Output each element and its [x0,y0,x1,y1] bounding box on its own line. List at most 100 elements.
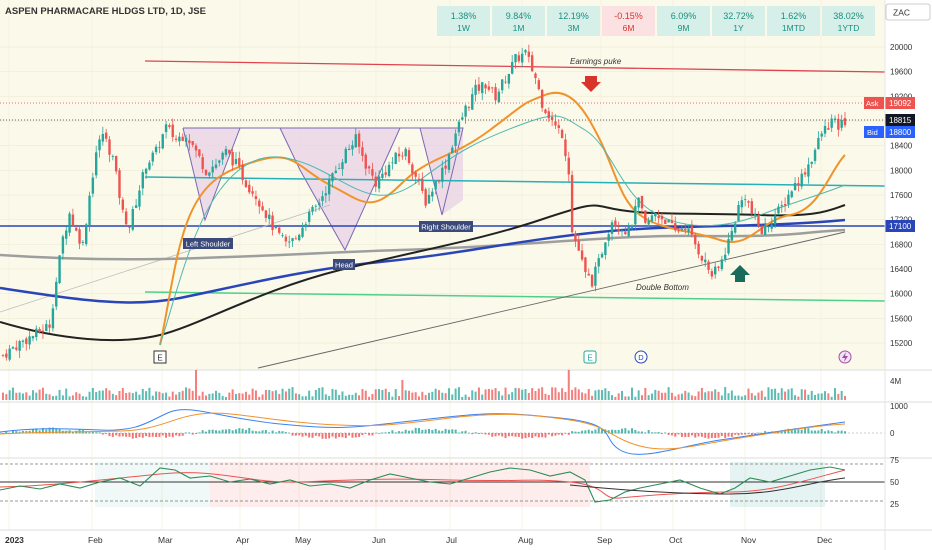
candle [231,148,234,171]
volume-bar [714,389,717,400]
candle [78,226,81,250]
volume-bar [447,388,450,400]
macd-hist-bar [224,429,227,434]
macd-hist-bar [577,431,580,434]
volume-bar [524,389,527,400]
volume-bar [28,395,31,400]
macd-hist-bar [118,433,121,437]
macd-hist-bar [634,429,637,434]
macd-hist-bar [571,431,574,434]
volume-bar [364,390,367,400]
volume-bar [597,389,600,400]
macd-hist-bar [547,433,550,435]
perf-box-1y[interactable]: 32.72% 1Y [712,6,765,36]
candle [803,168,807,178]
candle [118,167,121,205]
volume-bar [601,390,604,400]
time-tick-2: Mar [158,535,173,545]
volume-bar [634,396,637,400]
macd-hist-bar [131,433,134,439]
volume-bar [704,392,707,400]
volume-bar [514,387,517,400]
macd-hist-bar [214,430,217,434]
volume-bar [564,392,567,400]
macd-hist-bar [311,433,314,438]
macd-hist-bar [394,432,397,434]
macd-hist-bar [391,430,394,434]
candle [763,217,767,236]
perf-box-1m[interactable]: 9.84% 1M [492,6,545,36]
volume-bar [165,392,168,400]
volume-bar [58,389,61,400]
perf-box-6m[interactable]: -0.15% 6M [602,6,655,36]
macd-hist-bar [71,431,74,434]
perf-box-9m[interactable]: 6.09% 9M [657,6,710,36]
volume-bar [437,390,440,400]
volume-bar [424,395,427,400]
perf-period: 9M [678,23,690,33]
candle [767,226,770,233]
head-label: Head [335,261,353,270]
volume-bar [800,389,803,400]
perf-box-1w[interactable]: 1.38% 1W [437,6,490,36]
candle [747,200,750,208]
perf-box-1ytd[interactable]: 38.02% 1YTD [822,6,875,36]
volume-bar [361,389,364,400]
candle [414,170,417,185]
volume-bar [774,388,777,400]
macd-hist-bar [88,432,91,434]
volume-bar [281,388,284,400]
candle [65,226,68,245]
macd-hist-bar [151,433,154,437]
macd-hist-bar [810,430,813,434]
candle [361,141,364,162]
candle [88,191,91,232]
time-axis: 2023 Feb Mar Apr May Jun Jul Aug Sep Oct Nov Dec [5,535,833,545]
volume-bar [65,388,68,400]
volume-bar [244,391,247,400]
currency-selector[interactable] [885,3,931,21]
candle [674,216,677,233]
volume-bar [334,389,337,400]
macd-hist-bar [381,432,384,434]
perf-box-1mtd[interactable]: 1.62% 1MTD [767,6,820,36]
volume-bar [115,395,118,400]
volume-bar [161,393,164,400]
volume-bar [820,393,823,400]
macd-hist-bar [58,428,61,434]
candle [294,235,298,240]
macd-hist-bar [241,428,244,434]
time-tick-8: Sep [597,535,612,545]
volume-bar [750,393,753,400]
candle [234,152,238,166]
perf-period: 1M [513,23,525,33]
macd-hist-bar [614,429,617,434]
macd-hist-bar [5,431,8,434]
volume-bar [547,394,550,400]
candle [291,237,294,247]
right-shoulder-label: Right Shoulder [421,223,471,232]
price-tick-8: 16800 [890,240,913,249]
earnings-label: Earnings puke [570,57,622,66]
macd-hist-bar [321,433,324,439]
candle [700,255,704,264]
volume-bar [650,393,653,400]
candle [174,135,178,143]
time-tick-5: Jun [372,535,386,545]
candle [58,255,61,285]
candle [357,130,361,154]
candle [248,180,251,195]
macd-hist-bar [517,433,520,437]
volume-bar [810,390,813,400]
dividend-marker[interactable] [634,350,648,364]
upper-resistance-line [144,60,886,73]
earnings-marker-1[interactable] [153,350,167,364]
volume-bar [737,395,740,400]
macd-hist-bar [281,431,284,434]
perf-box-3m[interactable]: 12.19% 3M [547,6,600,36]
candle [780,200,783,213]
earnings-marker-2[interactable] [583,350,597,364]
candle [800,168,803,190]
candle [91,172,95,198]
